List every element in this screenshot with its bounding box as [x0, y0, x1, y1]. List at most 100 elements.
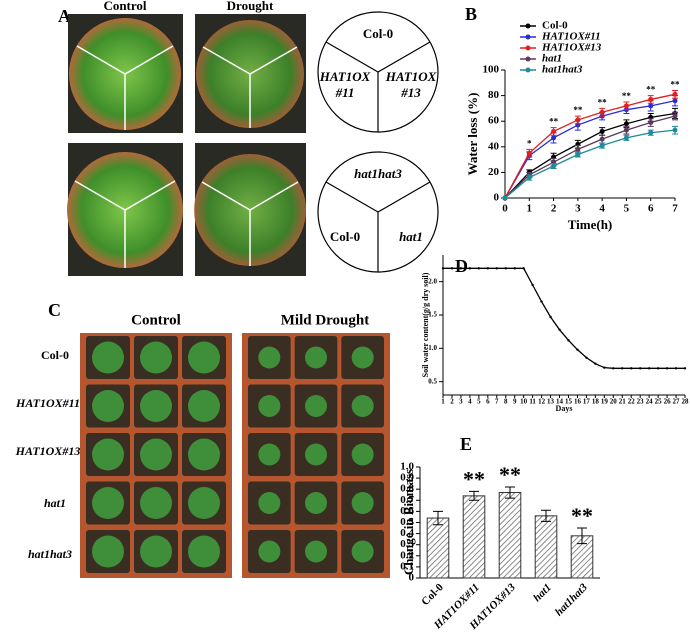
- row-label: HAT1OX#11: [15, 396, 80, 410]
- x-tick-label: 5: [477, 398, 481, 406]
- series-line: [504, 100, 676, 199]
- plant: [92, 341, 124, 374]
- x-axis-title: Days: [556, 404, 573, 413]
- bar: [534, 515, 558, 579]
- point: [594, 362, 597, 365]
- point: [648, 130, 654, 136]
- plant: [140, 487, 172, 519]
- x-tick-label: 3: [575, 203, 581, 215]
- column-header: Drought: [227, 0, 274, 13]
- y-tick-label: 0.7: [400, 494, 414, 506]
- point: [567, 339, 570, 342]
- series-line: [504, 93, 676, 199]
- x-tick-label: 18: [592, 398, 600, 406]
- x-tick-label: 4: [599, 203, 605, 215]
- y-tick-label: 80: [488, 89, 500, 101]
- circle-label: Col-0: [330, 229, 360, 244]
- point: [450, 267, 454, 270]
- y-axis-title: Change in Biomass: [401, 469, 416, 575]
- point: [551, 128, 557, 134]
- error-bar: [469, 490, 479, 501]
- y-tick-label: 60: [488, 115, 500, 127]
- error-bar: [541, 509, 551, 522]
- plant: [140, 341, 172, 374]
- annotation: **: [549, 117, 559, 127]
- point: [599, 136, 605, 142]
- point: [603, 366, 606, 369]
- x-tick-label: hat1: [531, 581, 554, 604]
- bar: [462, 495, 486, 579]
- legend-label: Col-0: [542, 20, 568, 32]
- significance: **: [463, 466, 485, 491]
- plant: [92, 390, 124, 422]
- plant: [188, 341, 220, 374]
- point: [531, 283, 534, 287]
- legend-label: HAT1OX#11: [541, 31, 601, 43]
- legend-label: HAT1OX#13: [541, 42, 602, 54]
- y-tick-label: 1.0: [428, 344, 437, 352]
- x-tick-label: 1: [527, 203, 533, 215]
- point: [575, 146, 581, 152]
- point: [495, 267, 498, 270]
- point: [441, 267, 445, 270]
- point: [540, 300, 543, 303]
- y-tick-label: 0.5: [400, 516, 414, 528]
- photos: [80, 333, 390, 578]
- circle-label: HAT1OX: [385, 69, 437, 84]
- plant: [305, 443, 327, 466]
- series-line: [443, 267, 685, 369]
- x-tick-label: 23: [637, 398, 645, 406]
- point: [674, 367, 678, 370]
- point: [575, 117, 581, 123]
- row-label: hat1: [44, 496, 66, 510]
- error-bar: [505, 486, 515, 499]
- plant: [140, 438, 172, 471]
- x-tick-label: 17: [583, 398, 591, 406]
- plant: [258, 443, 281, 466]
- point: [599, 109, 605, 115]
- plant: [351, 395, 374, 417]
- point: [468, 267, 472, 270]
- point: [526, 175, 532, 181]
- x-tick-label: 0: [502, 203, 508, 215]
- x-tick-label: 8: [504, 398, 508, 406]
- legend-marker: [525, 67, 531, 73]
- plant: [92, 438, 124, 471]
- annotation: **: [671, 80, 681, 90]
- point: [672, 113, 678, 119]
- panel-letter: A: [58, 6, 71, 26]
- plant: [305, 395, 327, 417]
- x-tick-label: 10: [520, 398, 528, 406]
- plant: [258, 395, 281, 417]
- x-tick-label: 21: [619, 398, 627, 406]
- annotation: *: [527, 138, 532, 148]
- plant: [305, 492, 327, 514]
- error-bar: [577, 527, 587, 545]
- plant: [188, 438, 220, 471]
- point: [623, 121, 629, 127]
- x-tick-label: 5: [624, 203, 630, 215]
- row-label: hat1hat3: [28, 547, 72, 561]
- error-bar: [433, 510, 443, 526]
- y-tick-label: 1.0: [400, 461, 414, 473]
- x-tick-label: Col-0: [419, 581, 446, 608]
- point: [585, 356, 588, 359]
- y-axis-title: Water loss (%): [465, 93, 480, 176]
- x-tick-label: 6: [648, 203, 654, 215]
- x-tick-label: 22: [628, 398, 636, 406]
- point: [502, 195, 508, 201]
- y-tick-label: 2.0: [428, 277, 437, 285]
- point: [551, 135, 557, 141]
- point: [599, 143, 605, 149]
- series-line: [504, 112, 676, 199]
- point: [486, 267, 490, 270]
- y-tick-label: 0: [409, 572, 415, 584]
- legend-marker: [525, 34, 531, 40]
- plant: [92, 535, 124, 568]
- point: [551, 163, 557, 169]
- x-tick-label: hat1hat3: [553, 581, 590, 618]
- x-tick-label: 1: [441, 398, 445, 406]
- y-tick-label: 40: [488, 140, 500, 152]
- x-tick-label: 20: [610, 398, 618, 406]
- y-tick-label: 0.8: [400, 483, 414, 495]
